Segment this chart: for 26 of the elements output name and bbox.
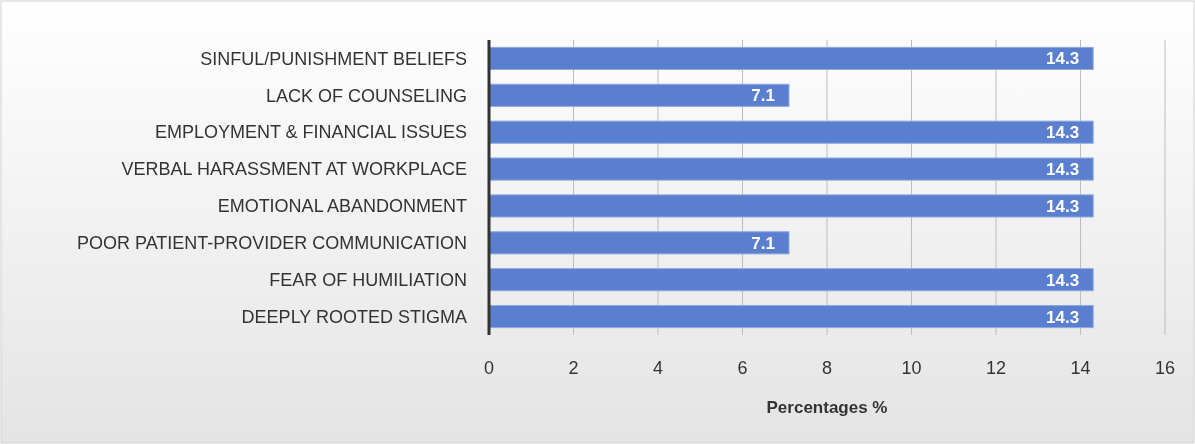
x-tick-label: 14 xyxy=(1070,358,1091,379)
data-label: 14.3 xyxy=(1046,307,1080,327)
y-tick-label: EMPLOYMENT & FINANCIAL ISSUES xyxy=(154,122,467,143)
x-tick-label: 12 xyxy=(985,358,1007,379)
x-tick-label: 16 xyxy=(1154,358,1176,379)
y-tick-label: DEEPLY ROOTED STIGMA xyxy=(241,306,467,327)
data-label: 14.3 xyxy=(1046,160,1080,180)
data-label: 7.1 xyxy=(751,233,775,253)
x-tick-label: 8 xyxy=(821,358,833,379)
x-tick-label: 6 xyxy=(737,358,748,379)
x-axis-title: Percentages % xyxy=(766,397,888,417)
data-label: 14.3 xyxy=(1046,123,1080,143)
y-tick-label: VERBAL HARASSMENT AT WORKPLACE xyxy=(121,159,467,180)
x-tick-label: 10 xyxy=(901,358,922,379)
x-tick-label: 0 xyxy=(483,358,495,379)
y-tick-label: SINFUL/PUNISHMENT BELIEFS xyxy=(200,48,467,69)
data-label: 14.3 xyxy=(1046,49,1080,69)
y-tick-label: EMOTIONAL ABANDONMENT xyxy=(217,196,467,217)
x-tick-label: 2 xyxy=(568,358,579,379)
data-label: 7.1 xyxy=(751,86,775,106)
data-label: 14.3 xyxy=(1046,196,1080,216)
data-label: 14.3 xyxy=(1046,270,1080,290)
y-tick-label: FEAR OF HUMILIATION xyxy=(269,269,467,290)
y-tick-label: POOR PATIENT-PROVIDER COMMUNICATION xyxy=(76,233,467,254)
y-tick-label: LACK OF COUNSELING xyxy=(265,85,467,106)
x-tick-label: 4 xyxy=(652,358,664,379)
